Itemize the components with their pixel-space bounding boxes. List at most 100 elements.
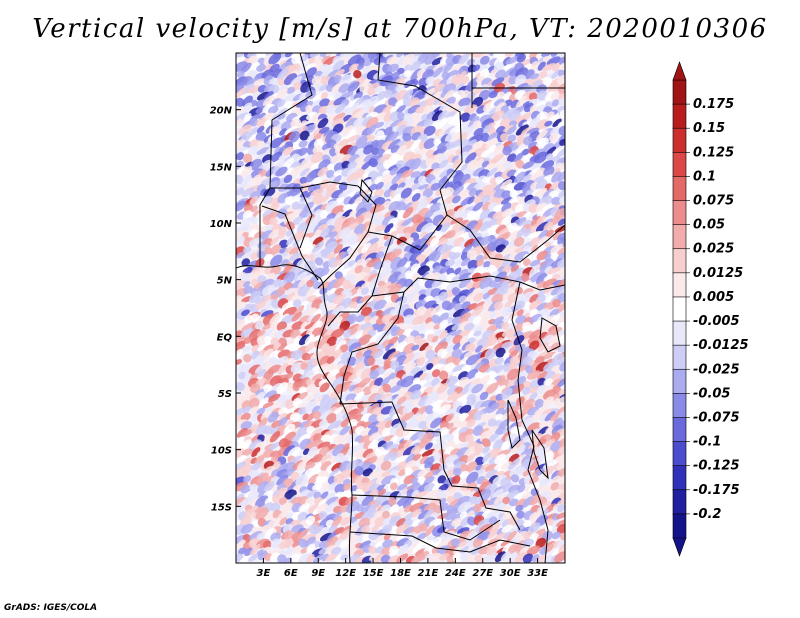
field-cell: [417, 467, 431, 477]
field-cell: [298, 140, 308, 148]
x-tick-label: 18E: [390, 568, 411, 579]
field-cell: [258, 397, 269, 409]
field-cell: [320, 92, 328, 100]
field-cell: [381, 475, 396, 485]
field-cell: [420, 222, 434, 234]
field-cell: [262, 95, 276, 108]
field-cell: [526, 370, 541, 380]
field-cell: [533, 151, 548, 164]
field-cell: [380, 460, 392, 471]
y-tick-label: 10S: [211, 446, 232, 457]
field-cell: [507, 329, 519, 339]
field-cell: [443, 89, 454, 101]
field-cell: [502, 427, 512, 435]
field-cell: [514, 322, 525, 332]
field-cell: [274, 328, 288, 338]
field-cell: [554, 551, 565, 563]
field-cell: [382, 524, 393, 534]
field-cell: [453, 467, 462, 477]
field-cell: [236, 427, 248, 438]
field-cell: [458, 272, 472, 282]
field-cell: [375, 181, 384, 191]
field-cell: [236, 359, 242, 365]
field-cell: [461, 243, 473, 255]
colorbar-bin: [672, 489, 687, 515]
field-cell: [395, 341, 408, 355]
field-cell: [339, 391, 352, 401]
field-cell: [354, 258, 366, 268]
field-cell: [505, 489, 520, 501]
x-tick-label: 3E: [257, 568, 271, 579]
x-tick-label: 24E: [445, 568, 466, 579]
field-cell: [334, 483, 346, 494]
field-cell: [350, 474, 360, 484]
field-cell: [249, 126, 259, 135]
field-cell: [466, 397, 476, 407]
field-cell: [251, 355, 262, 367]
field-cell: [424, 87, 436, 98]
field-cell: [269, 356, 279, 366]
field-cell: [458, 277, 472, 289]
field-cell: [382, 259, 391, 267]
field-cell: [310, 151, 324, 164]
field-cell: [419, 342, 429, 352]
field-cell: [551, 531, 561, 540]
field-cell: [514, 247, 524, 254]
field-cell: [290, 118, 302, 129]
field-cell: [313, 204, 324, 213]
field-cell: [479, 277, 493, 290]
field-cell: [410, 419, 420, 429]
field-cell: [482, 452, 491, 463]
field-cell: [333, 349, 342, 358]
field-cell: [529, 271, 543, 283]
field-cell: [312, 453, 323, 463]
field-cell: [381, 546, 392, 556]
field-cell: [495, 347, 506, 358]
field-cell: [505, 53, 514, 58]
field-cell: [440, 222, 451, 232]
x-tick-label: 30E: [500, 568, 521, 579]
field-cell: [330, 328, 345, 339]
field-cell: [296, 99, 309, 108]
field-cell: [371, 525, 379, 533]
field-cell: [317, 274, 332, 283]
field-cell: [289, 455, 303, 465]
field-cell: [325, 536, 339, 549]
field-cell: [556, 396, 565, 408]
colorbar-label: -0.175: [693, 483, 740, 498]
field-cell: [255, 454, 265, 465]
field-cell: [460, 552, 469, 562]
border-line: [339, 291, 405, 405]
field-cell: [382, 348, 396, 360]
field-cell: [550, 243, 564, 253]
field-cell: [337, 433, 350, 444]
colorbar-label: -0.005: [693, 314, 740, 329]
field-cell: [265, 406, 273, 413]
field-cell: [269, 151, 283, 163]
field-cell: [472, 53, 485, 59]
colorbar-bin: [672, 127, 687, 154]
field-cell: [347, 445, 357, 456]
field-cell: [285, 399, 295, 410]
field-cell: [424, 405, 435, 415]
field-cell: [368, 432, 379, 442]
field-cell: [437, 117, 449, 128]
field-cell: [550, 53, 561, 57]
colorbar-bottom-cap: [672, 537, 687, 557]
field-cell: [360, 525, 371, 535]
field-cell: [283, 530, 294, 540]
y-tick-label: 5S: [218, 389, 232, 400]
field-cell: [557, 258, 565, 268]
field-cell: [479, 391, 489, 401]
field-cell: [290, 349, 303, 360]
field-cell: [319, 395, 331, 409]
field-cell: [246, 77, 260, 86]
field-cell: [551, 63, 561, 72]
field-cell: [316, 196, 329, 205]
field-cell: [501, 208, 512, 218]
field-cell: [241, 258, 251, 267]
colorbar-bin: [672, 393, 687, 419]
field-cell: [558, 543, 565, 555]
field-cell: [414, 490, 428, 499]
field-cell: [236, 152, 245, 161]
